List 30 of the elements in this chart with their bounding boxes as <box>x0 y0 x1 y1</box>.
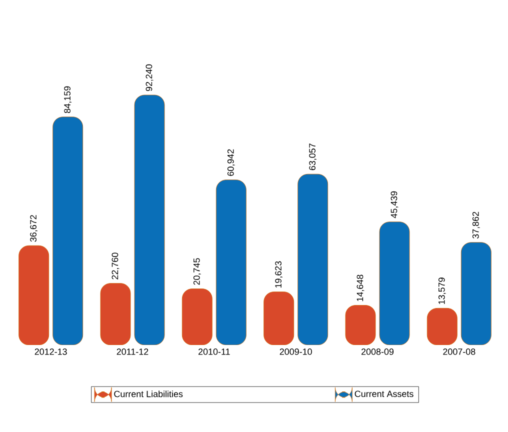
data-label: 14,648 <box>356 274 364 302</box>
bar <box>134 94 165 345</box>
data-label: 45,439 <box>390 191 398 218</box>
data-label: 22,760 <box>112 252 120 280</box>
x-tick-label: 2007-08 <box>443 348 476 355</box>
bar <box>52 116 84 345</box>
x-tick-label: 2009-10 <box>280 348 312 355</box>
x-tick-label: 2008-09 <box>362 348 394 355</box>
legend-label: Current Liabilities <box>114 390 183 398</box>
data-label: 20,745 <box>193 258 201 285</box>
data-label: 84,159 <box>64 86 72 113</box>
bar <box>379 222 410 345</box>
x-tick-label: 2012-13 <box>34 348 67 355</box>
data-label: 13,579 <box>438 278 446 304</box>
bar <box>18 245 50 345</box>
bar <box>100 283 131 345</box>
legend-label: Current Assets <box>354 390 414 398</box>
data-label: 19,623 <box>275 261 283 288</box>
bar <box>264 292 294 345</box>
bar <box>216 180 246 345</box>
data-label: 92,240 <box>146 64 154 92</box>
data-label: 60,942 <box>227 149 235 176</box>
bar <box>298 174 328 345</box>
data-label: 36,672 <box>30 215 38 242</box>
x-tick-label: 2010-11 <box>198 348 230 355</box>
data-label: 63,057 <box>309 144 317 170</box>
x-tick-label: 2011-12 <box>116 348 148 355</box>
bar <box>182 288 212 345</box>
bar <box>460 242 492 345</box>
data-label: 37,862 <box>472 212 480 239</box>
